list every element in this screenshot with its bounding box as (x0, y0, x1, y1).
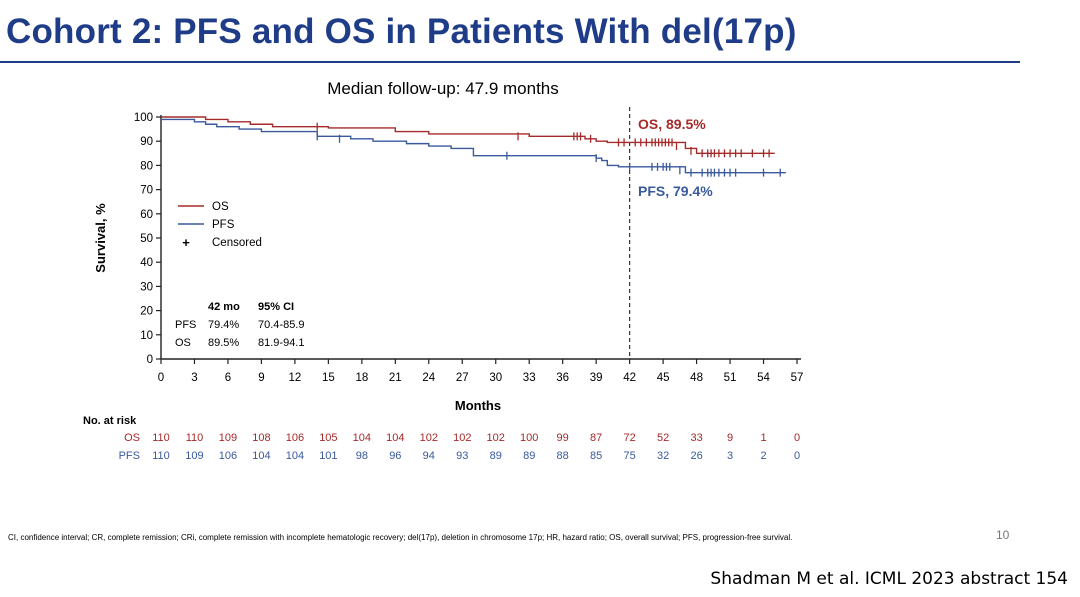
risk-value-pfs: 2 (760, 450, 766, 462)
page-number: 10 (996, 528, 1010, 542)
stats-cell: 70.4-85.9 (258, 319, 304, 331)
risk-value-os: 0 (794, 432, 800, 444)
pfs-annotation: PFS, 79.4% (638, 183, 713, 199)
y-tick-label: 20 (140, 306, 153, 318)
x-tick-label: 30 (489, 372, 502, 384)
risk-value-os: 102 (420, 432, 438, 444)
risk-value-pfs: 101 (319, 450, 337, 462)
risk-value-pfs: 32 (657, 450, 669, 462)
stats-header: 95% CI (258, 301, 294, 313)
risk-value-pfs: 94 (423, 450, 435, 462)
risk-value-pfs: 109 (185, 450, 203, 462)
x-tick-label: 48 (690, 372, 703, 384)
risk-value-os: 72 (624, 432, 636, 444)
risk-value-os: 102 (453, 432, 471, 444)
title-divider (0, 61, 1020, 63)
y-tick-label: 60 (140, 209, 153, 221)
risk-value-os: 110 (186, 432, 204, 444)
risk-value-pfs: 96 (389, 450, 401, 462)
x-tick-label: 24 (422, 372, 435, 384)
risk-value-pfs: 98 (356, 450, 368, 462)
risk-value-os: 52 (657, 432, 669, 444)
stats-cell: PFS (175, 319, 196, 331)
x-tick-label: 9 (258, 372, 264, 384)
x-tick-label: 33 (523, 372, 536, 384)
stats-cell: 79.4% (208, 319, 239, 331)
os-annotation: OS, 89.5% (638, 116, 706, 132)
risk-value-os: 110 (152, 432, 170, 444)
x-tick-label: 39 (590, 372, 603, 384)
x-tick-label: 12 (288, 372, 301, 384)
x-axis-label: Months (455, 398, 501, 413)
risk-value-pfs: 89 (490, 450, 502, 462)
legend-os-label: OS (212, 201, 229, 213)
x-tick-label: 51 (724, 372, 737, 384)
y-tick-label: 80 (140, 160, 153, 172)
risk-value-pfs: 3 (727, 450, 733, 462)
risk-value-os: 102 (487, 432, 505, 444)
legend-pfs-label: PFS (212, 219, 235, 231)
x-tick-label: 57 (791, 372, 804, 384)
x-tick-label: 45 (657, 372, 670, 384)
x-tick-label: 0 (158, 372, 164, 384)
chart-title: Median follow-up: 47.9 months (327, 79, 559, 98)
risk-value-os: 104 (353, 432, 371, 444)
risk-value-pfs: 93 (456, 450, 468, 462)
slide-title: Cohort 2: PFS and OS in Patients With de… (6, 12, 797, 51)
legend-censored-label: Censored (212, 237, 262, 249)
risk-value-os: 109 (219, 432, 237, 444)
stats-cell: 89.5% (208, 337, 239, 349)
risk-table-title: No. at risk (83, 415, 137, 427)
risk-value-os: 104 (386, 432, 404, 444)
x-tick-label: 15 (322, 372, 335, 384)
risk-row-label-os: OS (124, 432, 140, 444)
risk-value-os: 1 (760, 432, 766, 444)
stats-cell: 81.9-94.1 (258, 337, 304, 349)
risk-value-os: 108 (252, 432, 270, 444)
x-tick-label: 21 (389, 372, 402, 384)
pfs-curve (161, 118, 786, 174)
risk-value-os: 9 (727, 432, 733, 444)
y-tick-label: 10 (140, 330, 153, 342)
stats-header: 42 mo (208, 301, 240, 313)
y-axis-label: Survival, % (93, 203, 108, 273)
risk-value-pfs: 88 (557, 450, 569, 462)
os-curve (161, 116, 775, 154)
risk-value-pfs: 26 (690, 450, 702, 462)
citation: Shadman M et al. ICML 2023 abstract 154 (710, 569, 1068, 589)
risk-value-os: 99 (557, 432, 569, 444)
risk-value-os: 100 (520, 432, 538, 444)
legend-censored-symbol: + (182, 235, 190, 250)
y-tick-label: 70 (140, 185, 153, 197)
risk-value-pfs: 85 (590, 450, 602, 462)
x-tick-label: 36 (556, 372, 569, 384)
risk-value-os: 106 (286, 432, 304, 444)
y-tick-label: 50 (140, 233, 153, 245)
y-tick-label: 90 (140, 136, 153, 148)
x-tick-label: 3 (191, 372, 197, 384)
x-tick-label: 27 (456, 372, 469, 384)
risk-value-pfs: 89 (523, 450, 535, 462)
stats-cell: OS (175, 337, 191, 349)
risk-value-pfs: 75 (624, 450, 636, 462)
y-tick-label: 0 (147, 354, 153, 366)
footnote: CI, confidence interval; CR, complete re… (8, 533, 793, 542)
risk-value-pfs: 104 (286, 450, 304, 462)
risk-value-os: 87 (590, 432, 602, 444)
risk-row-label-pfs: PFS (119, 450, 140, 462)
x-tick-label: 54 (757, 372, 770, 384)
risk-value-pfs: 106 (219, 450, 237, 462)
x-tick-label: 42 (623, 372, 636, 384)
risk-value-pfs: 110 (152, 450, 170, 462)
risk-value-os: 33 (690, 432, 702, 444)
risk-value-os: 105 (319, 432, 337, 444)
x-tick-label: 6 (225, 372, 231, 384)
x-tick-label: 18 (355, 372, 368, 384)
y-tick-label: 100 (134, 112, 153, 124)
risk-value-pfs: 0 (794, 450, 800, 462)
y-tick-label: 30 (140, 281, 153, 293)
y-tick-label: 40 (140, 257, 153, 269)
risk-value-pfs: 104 (252, 450, 270, 462)
